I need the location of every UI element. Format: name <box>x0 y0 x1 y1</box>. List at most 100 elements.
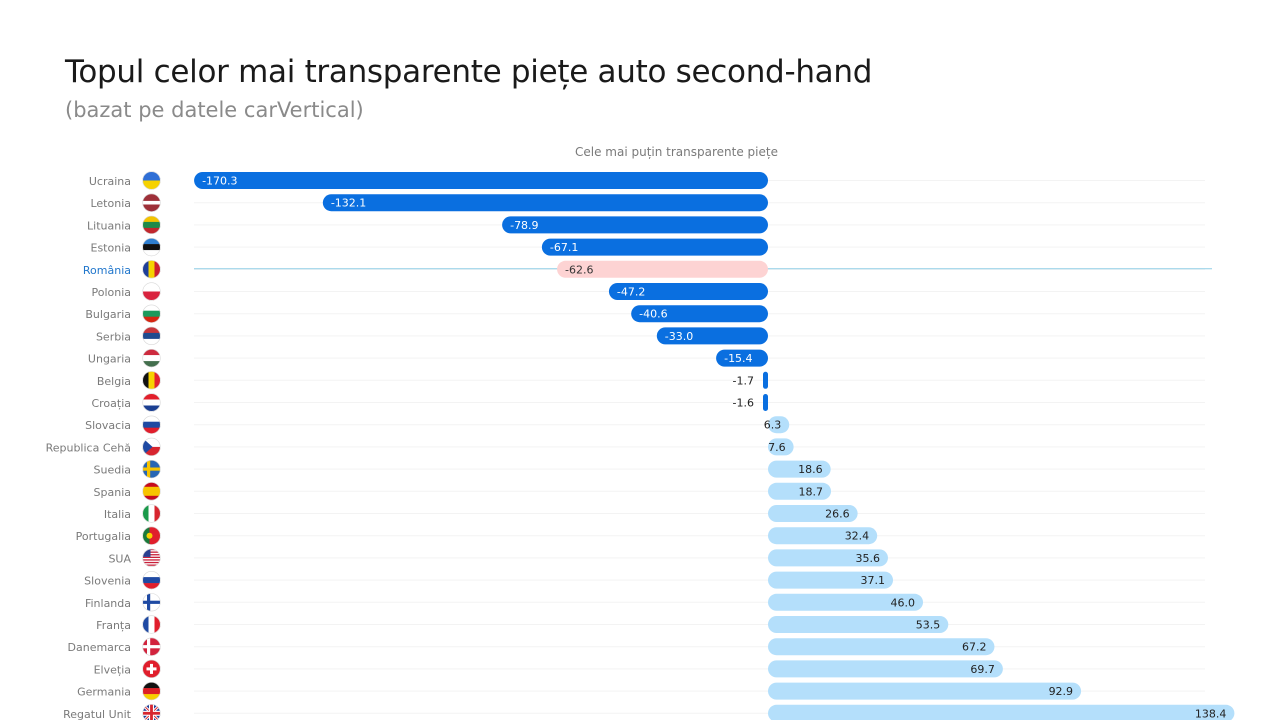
fi-flag-icon <box>142 593 161 612</box>
cz-flag-icon <box>142 437 161 456</box>
sk-flag-icon <box>142 415 161 434</box>
bar <box>768 704 1235 720</box>
value-label: 37.1 <box>861 574 886 587</box>
bar <box>768 438 794 456</box>
bar <box>768 416 790 434</box>
fr-flag-icon <box>142 615 161 634</box>
value-label: 69.7 <box>970 663 995 676</box>
country-label: România <box>83 264 131 277</box>
us-flag-icon <box>142 548 161 568</box>
country-label: Lituania <box>87 219 131 232</box>
country-label: Ungaria <box>88 353 131 366</box>
ee-flag-icon <box>142 238 161 257</box>
gridlines <box>194 180 1212 714</box>
lv-flag-icon <box>142 193 161 212</box>
value-label: 53.5 <box>916 619 941 632</box>
bar <box>541 238 768 256</box>
country-label: Franța <box>96 619 131 632</box>
rs-flag-icon <box>142 326 161 345</box>
country-label: Bulgaria <box>85 308 131 321</box>
value-label: 46.0 <box>891 596 916 609</box>
value-label: -170.3 <box>202 175 237 188</box>
chart-subtitle: (bazat pe datele carVertical) <box>65 98 364 122</box>
value-label: -67.1 <box>550 241 578 254</box>
bar <box>768 460 831 478</box>
country-label: Letonia <box>90 197 131 210</box>
country-label: Italia <box>104 508 131 521</box>
ua-flag-icon <box>142 171 161 190</box>
bar <box>768 660 1003 678</box>
country-labels: Ucraina Letonia Lituania Estonia România Polo… <box>46 175 132 720</box>
gb-flag-icon <box>142 704 161 720</box>
hr-flag-icon <box>142 393 161 412</box>
country-label: Germania <box>77 686 131 699</box>
it-flag-icon <box>142 504 161 523</box>
value-label: 7.6 <box>768 441 786 454</box>
bar <box>557 260 768 278</box>
bar <box>194 172 769 189</box>
bar <box>608 283 768 300</box>
value-label: -33.0 <box>665 330 693 343</box>
country-label: Spania <box>94 486 131 499</box>
value-label: -47.2 <box>617 286 645 299</box>
country-label: Serbia <box>96 330 131 343</box>
de-flag-icon <box>142 681 161 701</box>
country-label: Suedia <box>93 464 131 477</box>
bar <box>768 616 949 633</box>
value-label: -40.6 <box>639 308 667 321</box>
value-label: 18.7 <box>799 485 824 498</box>
chart-annotation: Cele mai puțin transparente piețe <box>575 145 778 159</box>
value-label: 67.2 <box>962 641 987 654</box>
pt-flag-icon <box>142 526 161 545</box>
bar <box>768 593 924 611</box>
bar <box>716 349 768 367</box>
country-label: Regatul Unit <box>63 708 132 720</box>
value-label: 35.6 <box>855 552 880 565</box>
bar <box>502 216 768 234</box>
value-label: -1.7 <box>733 374 754 387</box>
country-label: Ucraina <box>89 175 131 188</box>
flags <box>142 171 161 720</box>
bar <box>768 527 878 545</box>
bar <box>322 194 768 212</box>
si-flag-icon <box>142 570 161 590</box>
se-flag-icon <box>142 460 161 479</box>
chart-title: Topul celor mai transparente piețe auto … <box>65 54 873 90</box>
hu-flag-icon <box>142 349 161 368</box>
bar <box>768 505 858 522</box>
bar <box>768 682 1082 700</box>
bar <box>763 371 768 389</box>
dk-flag-icon <box>142 637 161 656</box>
bar <box>631 305 768 323</box>
value-label: -62.6 <box>565 263 593 276</box>
country-label: Finlanda <box>85 597 131 610</box>
country-label: SUA <box>108 552 131 565</box>
country-label: Polonia <box>91 286 131 299</box>
bar <box>768 571 894 589</box>
ch-flag-icon <box>142 659 161 679</box>
bar <box>768 638 995 656</box>
bar <box>768 482 832 500</box>
pl-flag-icon <box>142 282 161 301</box>
bar <box>768 549 888 567</box>
value-label: -1.6 <box>733 397 754 410</box>
country-label: Croația <box>91 397 131 410</box>
country-label: Elveția <box>94 663 131 676</box>
value-label: 26.6 <box>825 508 850 521</box>
country-label: Danemarca <box>68 641 131 654</box>
country-label: Belgia <box>97 375 131 388</box>
value-label: -15.4 <box>724 352 752 365</box>
lt-flag-icon <box>142 215 161 234</box>
country-label: Slovenia <box>84 575 131 588</box>
bar <box>763 394 768 411</box>
value-label: -78.9 <box>510 219 538 232</box>
be-flag-icon <box>142 371 161 390</box>
bar <box>656 327 768 345</box>
country-label: Portugalia <box>76 530 131 543</box>
bg-flag-icon <box>142 304 161 323</box>
value-label: 32.4 <box>845 530 870 543</box>
value-label: 18.6 <box>798 463 823 476</box>
value-label: 138.4 <box>1195 707 1227 720</box>
ro-flag-icon <box>142 260 161 279</box>
